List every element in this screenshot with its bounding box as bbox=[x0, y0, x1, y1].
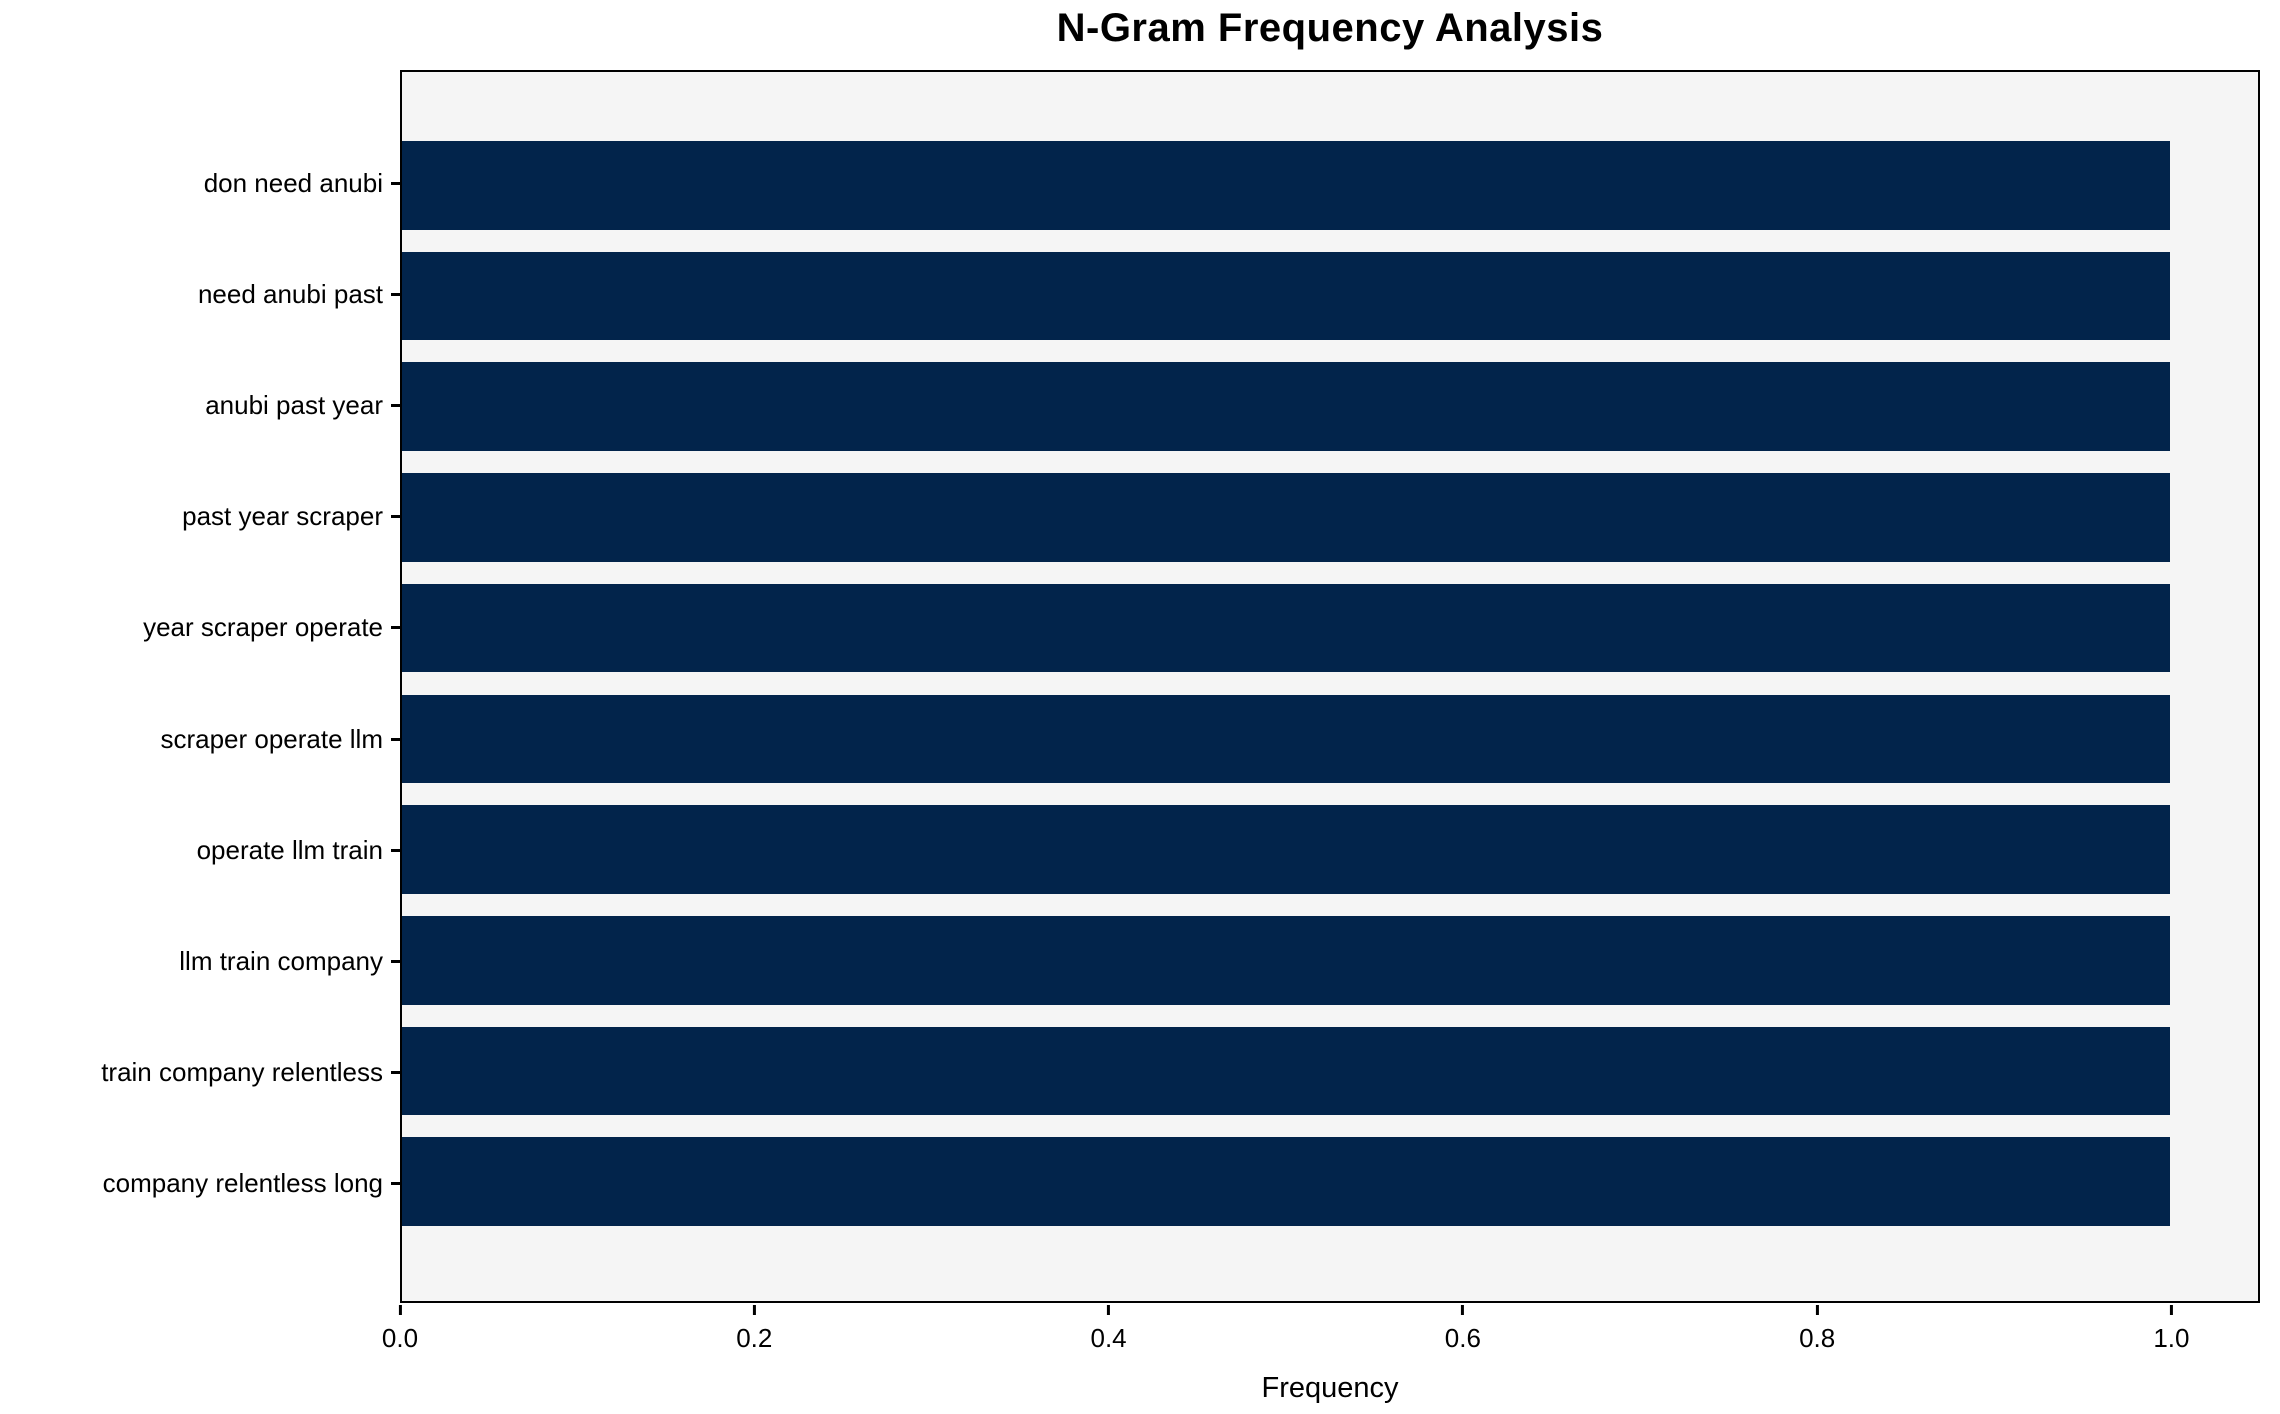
y-tick-row: year scraper operate bbox=[0, 572, 400, 683]
bar-row bbox=[402, 462, 2258, 573]
chart-title: N-Gram Frequency Analysis bbox=[1056, 6, 1604, 50]
y-tick-mark bbox=[391, 515, 400, 519]
y-tick-label: don need anubi bbox=[203, 168, 383, 199]
y-tick-row: operate llm train bbox=[0, 795, 400, 906]
y-tick-label: scraper operate llm bbox=[160, 723, 383, 754]
bar bbox=[402, 1137, 2170, 1226]
y-tick-label: past year scraper bbox=[182, 501, 383, 532]
y-tick-row: need anubi past bbox=[0, 239, 400, 350]
y-tick-label: anubi past year bbox=[205, 390, 383, 421]
y-tick-label: llm train company bbox=[179, 945, 383, 976]
y-tick-mark bbox=[391, 1181, 400, 1185]
y-tick-label: need anubi past bbox=[197, 279, 383, 310]
y-tick-mark bbox=[391, 737, 400, 741]
y-tick-label: train company relentless bbox=[101, 1056, 383, 1087]
x-tick: 0.6 bbox=[1445, 1305, 1481, 1354]
x-axis-title: Frequency bbox=[1261, 1372, 1399, 1404]
y-tick-mark bbox=[391, 404, 400, 408]
y-tick-row: don need anubi bbox=[0, 128, 400, 239]
bar bbox=[402, 251, 2170, 341]
x-tick: 0.4 bbox=[1090, 1305, 1127, 1354]
y-tick-label: year scraper operate bbox=[143, 612, 383, 643]
y-tick-label: company relentless long bbox=[102, 1167, 383, 1198]
x-tick-mark bbox=[752, 1305, 756, 1315]
x-tick: 0.8 bbox=[1799, 1305, 1835, 1354]
x-tick-label: 0.8 bbox=[1799, 1323, 1836, 1353]
x-axis: 0.0 0.2 0.4 0.6 0.8 1.0 bbox=[382, 1305, 2260, 1375]
x-tick-label: 0.4 bbox=[1090, 1323, 1127, 1353]
bar bbox=[402, 362, 2170, 452]
bar-row bbox=[402, 905, 2258, 1016]
bars bbox=[402, 130, 2258, 1237]
plot-area bbox=[400, 70, 2260, 1303]
y-tick-mark bbox=[391, 1070, 400, 1074]
bar-row bbox=[402, 1016, 2258, 1127]
x-tick-label: 0.0 bbox=[381, 1323, 419, 1353]
bar-row bbox=[402, 684, 2258, 795]
bar-row bbox=[402, 130, 2258, 241]
x-tick-label: 0.6 bbox=[1444, 1323, 1481, 1353]
bar-row bbox=[402, 794, 2258, 905]
y-tick-row: train company relentless bbox=[0, 1017, 400, 1128]
bar bbox=[402, 915, 2170, 1005]
bar bbox=[402, 805, 2170, 894]
y-tick-row: llm train company bbox=[0, 906, 400, 1017]
bar-row bbox=[402, 241, 2258, 352]
x-tick-mark bbox=[2169, 1305, 2173, 1315]
bar-row bbox=[402, 1126, 2258, 1237]
y-tick-mark bbox=[391, 626, 400, 630]
x-tick-label: 1.0 bbox=[2153, 1323, 2190, 1353]
x-tick: 0.0 bbox=[382, 1305, 418, 1354]
y-tick-mark bbox=[391, 959, 400, 963]
bar bbox=[402, 141, 2170, 230]
y-tick-mark bbox=[391, 182, 400, 186]
y-tick-row: company relentless long bbox=[0, 1128, 400, 1239]
bar bbox=[402, 1026, 2170, 1116]
x-tick: 0.2 bbox=[736, 1305, 772, 1354]
y-tick-mark bbox=[391, 293, 400, 297]
y-axis: don need anubi need anubi past anubi past … bbox=[0, 128, 400, 1239]
bar bbox=[402, 473, 2170, 562]
y-tick-label: operate llm train bbox=[196, 834, 383, 865]
bar bbox=[402, 583, 2170, 673]
x-tick: 1.0 bbox=[2153, 1305, 2190, 1354]
y-tick-row: scraper operate llm bbox=[0, 683, 400, 794]
bar-row bbox=[402, 573, 2258, 684]
x-tick-label: 0.2 bbox=[736, 1323, 773, 1353]
x-tick-mark bbox=[1815, 1305, 1819, 1315]
bar-row bbox=[402, 351, 2258, 462]
y-tick-row: anubi past year bbox=[0, 350, 400, 461]
x-tick-mark bbox=[1107, 1305, 1111, 1315]
x-tick-mark bbox=[1461, 1305, 1465, 1315]
x-tick-mark bbox=[398, 1305, 402, 1315]
bar bbox=[402, 694, 2170, 784]
y-tick-mark bbox=[391, 848, 400, 852]
y-tick-row: past year scraper bbox=[0, 461, 400, 572]
